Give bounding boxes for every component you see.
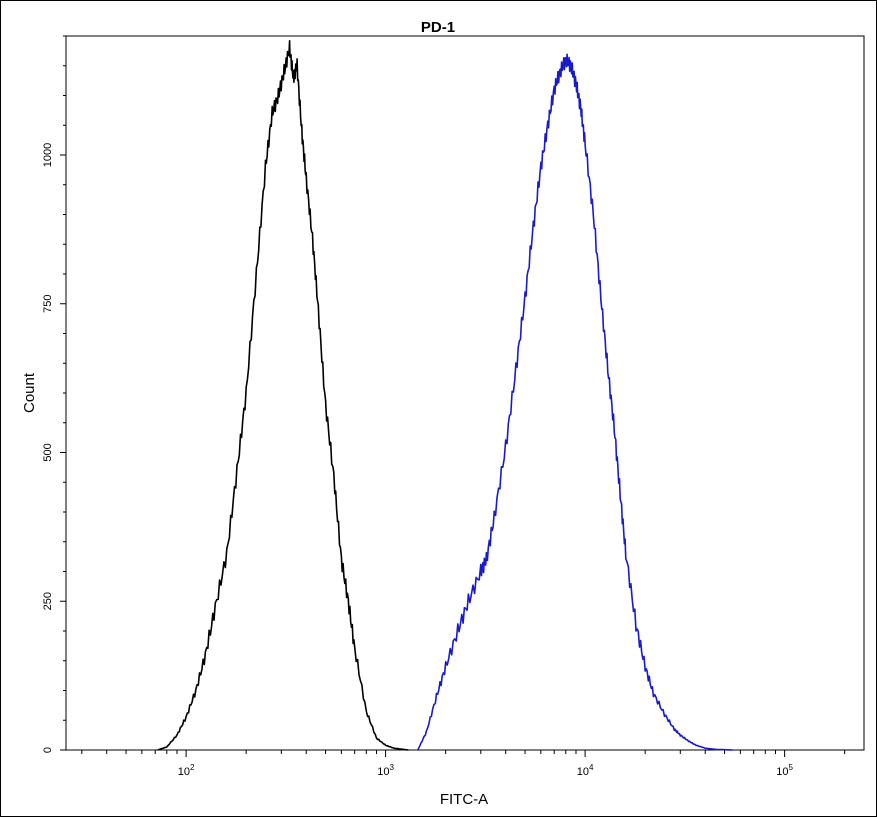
- x-tick-label: 104: [577, 763, 594, 778]
- y-axis: 0 250 500 750 1000: [42, 35, 66, 753]
- series-layer: [157, 39, 733, 751]
- y-tick-label: 0: [42, 747, 54, 753]
- y-tick-label: 500: [42, 443, 54, 461]
- y-tick-label: 250: [42, 592, 54, 610]
- x-tick-base: 10: [377, 766, 389, 778]
- chart-title: PD-1: [421, 19, 455, 36]
- x-axis-label: FITC-A: [440, 791, 488, 808]
- x-tick-label: 103: [377, 763, 394, 778]
- x-tick-exponent: 3: [390, 763, 395, 772]
- y-tick-label: 750: [42, 295, 54, 313]
- y-axis-label: Count: [21, 372, 38, 413]
- x-tick-base: 10: [776, 766, 788, 778]
- x-tick-exponent: 4: [589, 763, 594, 772]
- x-tick-exponent: 5: [789, 763, 794, 772]
- x-tick-exponent: 2: [190, 763, 195, 772]
- series-line-control: [157, 39, 409, 751]
- x-axis: 102 103 104 105: [81, 750, 846, 778]
- y-tick-label: 1000: [42, 143, 54, 167]
- series-line-pd1: [417, 53, 733, 751]
- x-tick-label: 102: [178, 763, 195, 778]
- x-tick-base: 10: [178, 766, 190, 778]
- x-tick-base: 10: [577, 766, 589, 778]
- plot-area: [65, 35, 865, 751]
- x-tick-label: 105: [776, 763, 793, 778]
